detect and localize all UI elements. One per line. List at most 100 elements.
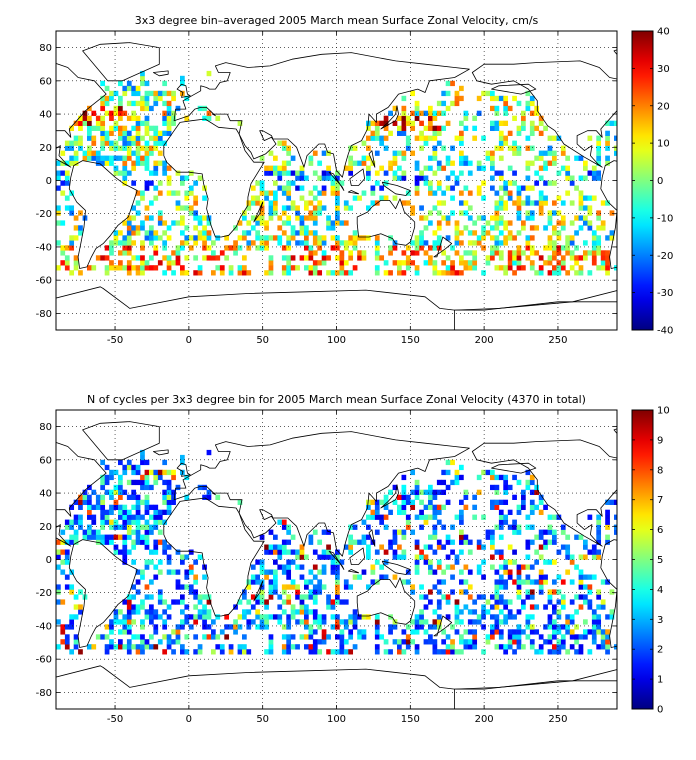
panel-2-bin-cell [370,499,376,505]
panel-1-bin-cell [69,160,75,166]
panel-2-bin-cell [118,619,123,625]
panel-1-x-tick-label: 200 [475,335,494,346]
panel-2-coastline [163,497,265,617]
panel-2-bin-cell [73,499,79,505]
panel-1-bin-cell [494,120,500,126]
panel-1-bin-cell [100,95,106,102]
panel-1-bin-cell [268,210,274,216]
panel-2-bin-cell [388,624,393,630]
panel-2-bin-cell [587,629,593,635]
panel-1-bin-cell [60,170,66,176]
panel-1-bin-cell [153,185,159,191]
panel-2-bin-cell [206,624,212,630]
panel-2-bin-cell [445,554,451,560]
panel-2-bin-cell [312,619,318,625]
panel-1-bin-cell [525,255,531,261]
panel-2-bin-cell [529,604,535,610]
panel-2-bin-cell [140,539,145,545]
panel-1-bin-cell [450,245,455,251]
panel-1-bin-cell [463,210,469,216]
panel-1-coastline [173,52,470,178]
panel-2-bin-cell [600,579,606,585]
panel-2-bin-cell [82,499,88,505]
panel-1-bin-cell [583,250,588,256]
panel-1-bin-cell [299,240,305,246]
panel-2-bin-cell [335,649,340,655]
panel-1-bin-cell [202,195,207,201]
panel-2-bin-cell [162,599,168,605]
panel-1-bin-cell [436,185,442,191]
panel-1-bin-cell [153,195,159,201]
panel-1-bin-cell [352,195,358,201]
panel-2-bin-cell [578,569,584,575]
panel-1-bin-cell [578,215,584,221]
panel-1-bin-cell [352,145,358,151]
panel-2-bin-cell [494,599,500,605]
panel-1-bin-cell [374,240,380,246]
panel-1-bin-cell [126,225,132,231]
panel-1-bin-cell [264,195,269,201]
panel-1-bin-cell [392,160,398,166]
panel-1-bin-cell [321,250,327,256]
panel-1-bin-cell [149,240,154,246]
panel-2-bin-cell [419,609,424,615]
panel-1-bin-cell [175,245,181,251]
panel-2-bin-cell [547,599,553,605]
panel-2-bin-cell [330,564,336,570]
panel-2-bin-cell [304,609,309,615]
panel-2-bin-cell [596,589,602,595]
panel-2-bin-cell [423,504,429,510]
panel-1-bin-cell [414,250,420,256]
panel-1-bin-cell [312,220,318,226]
panel-1-coastline [176,83,191,98]
panel-2-bin-cell [109,524,114,530]
panel-1-bin-cell [140,135,145,141]
panel-1-bin-cell [525,185,531,191]
panel-1-bin-cell [118,240,123,246]
panel-2-bin-cell [481,594,486,600]
panel-1-bin-cell [140,70,145,77]
panel-2-bin-cell [202,484,207,491]
panel-2-bin-cell [578,644,584,650]
panel-1-bin-cell [299,170,305,176]
panel-2-bin-cell [516,634,522,640]
panel-2-bin-cell [383,504,389,510]
panel-2-bin-cell [414,569,420,575]
panel-2-bin-cell [321,549,327,555]
panel-1-coastline [380,105,399,130]
panel-1-bin-cell [547,145,553,151]
panel-2-bin-cell [180,619,185,625]
panel-2-bin-cell [273,614,278,620]
panel-2-bin-cell [162,494,168,500]
panel-2-bin-cell [467,609,473,615]
panel-2-bin-cell [428,484,433,491]
panel-2-bin-cell [78,499,83,505]
panel-2-bin-cell [339,639,345,645]
panel-1-bin-cell [157,130,163,136]
panel-1-bin-cell [197,270,203,276]
panel-1-bin-cell [64,260,70,266]
panel-2-bin-cell [392,624,398,630]
panel-1-bin-cell [401,130,407,136]
panel-1-bin-cell [326,270,331,276]
panel-2-bin-cell [605,499,610,505]
panel-1-bin-cell [299,195,305,201]
panel-2-bin-cell [547,539,553,545]
panel-1-bin-cell [326,255,331,261]
panel-1-bin-cell [534,125,540,131]
panel-1-bin-cell [591,230,597,236]
panel-2-bin-cell [308,589,314,595]
panel-2-bin-cell [87,524,92,530]
panel-1-bin-cell [149,265,154,271]
panel-1-bin-cell [596,150,602,156]
panel-2-bin-cell [583,584,588,590]
panel-1-bin-cell [321,255,327,261]
panel-2-bin-cell [131,594,137,600]
panel-1-bin-cell [578,255,584,261]
panel-1-bin-cell [534,250,540,256]
panel-2-bin-cell [423,629,429,635]
panel-1-bin-cell [472,255,478,261]
panel-2-bin-cell [144,539,150,545]
panel-1-bin-cell [286,145,292,151]
panel-2-bin-cell [454,614,460,620]
